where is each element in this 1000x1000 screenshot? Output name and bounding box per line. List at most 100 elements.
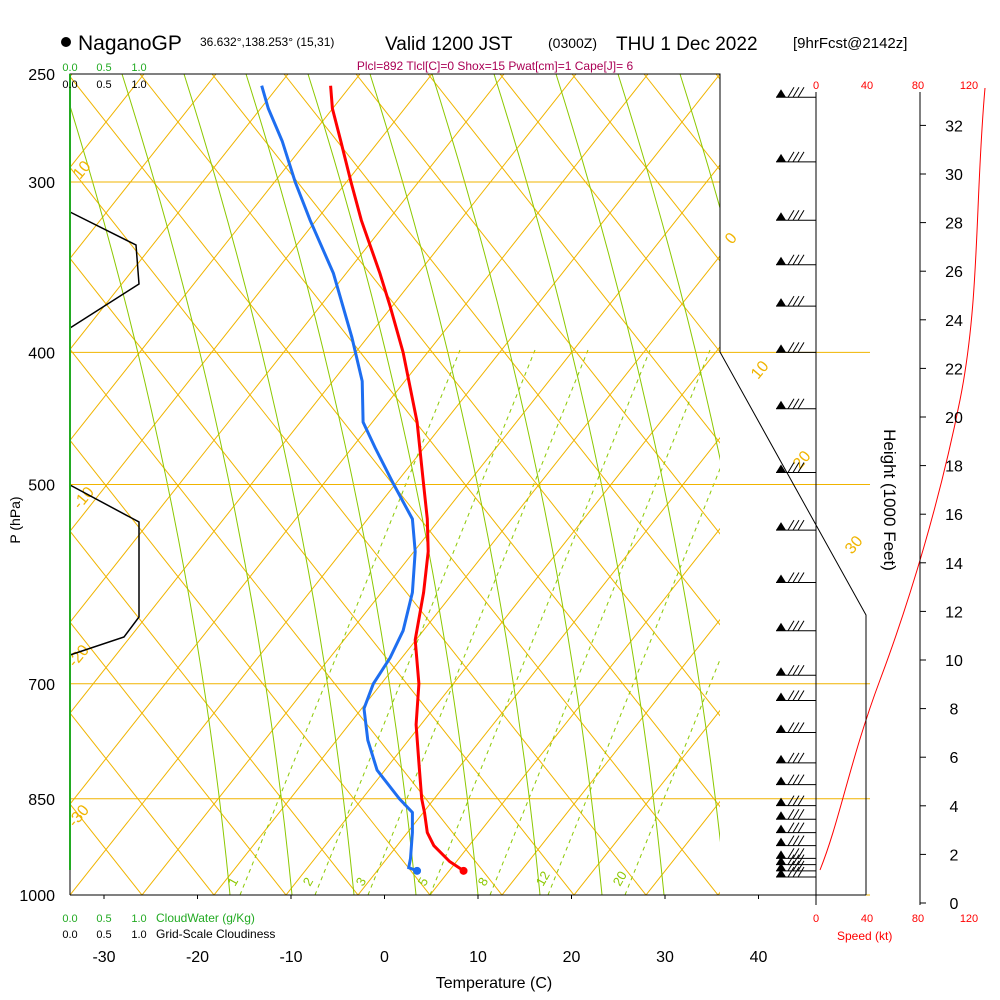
wind-barb-flag: [776, 400, 786, 409]
cloudwater-label: CloudWater (g/Kg): [156, 911, 255, 925]
pressure-tick-1000: 1000: [19, 888, 55, 905]
isotherm-label: 30: [842, 533, 867, 558]
wind-barb-feather: [792, 822, 800, 833]
wind-barb-feather: [792, 860, 800, 872]
wind-barb-flag: [776, 344, 786, 353]
cloudiness-top-tick: 0.5: [96, 79, 111, 91]
utc-time: (0300Z): [548, 35, 597, 51]
wind-barb-feather: [797, 295, 805, 307]
wind-barb-feather: [792, 854, 800, 865]
height-tick-label: 26: [945, 264, 963, 281]
wind-barb-feather: [797, 519, 805, 531]
wind-barb-feather: [787, 690, 795, 701]
wind-barb-feather: [787, 209, 795, 221]
cloudiness-upper: [69, 211, 140, 329]
wind-barb-feather: [787, 151, 795, 163]
speed-top-tick: 80: [912, 80, 924, 92]
dry-adiabat-line: [70, 530, 359, 895]
height-tick-label: 16: [945, 507, 963, 524]
cloudwater-bottom-tick: 0.5: [96, 913, 111, 925]
height-tick-label: 10: [945, 653, 963, 670]
wind-barb: [776, 774, 816, 786]
temp-tick-label: 10: [469, 949, 487, 966]
wind-barb: [776, 398, 816, 410]
height-tick-label: 4: [950, 799, 959, 816]
wind-barb-flag: [776, 256, 786, 265]
wind-barb-flag: [776, 89, 786, 98]
station-name: NaganoGP: [78, 32, 182, 55]
wind-speed-profile: [819, 87, 986, 871]
wind-barb-flag: [776, 856, 786, 865]
mixing-ratio-label: 5: [415, 875, 432, 889]
wind-barb-feather: [787, 664, 795, 676]
wind-barb: [776, 722, 816, 733]
wind-barb-feather: [797, 572, 805, 583]
wind-barb: [776, 848, 816, 859]
wind-barb-feather: [792, 809, 800, 820]
wind-barb-feather: [792, 151, 800, 163]
wind-barb-feather: [792, 848, 800, 859]
isotherm-label: 20: [790, 448, 815, 473]
sounding-profiles: [69, 85, 986, 878]
wind-barb-feather: [792, 254, 800, 266]
wind-barb: [776, 86, 816, 98]
mixing-ratio-label: 12: [533, 868, 553, 888]
wind-barb-flag: [776, 850, 786, 859]
mixing-ratio-label: 2: [300, 875, 317, 889]
wind-barb-feather: [787, 848, 795, 859]
cloudwater-top-tick: 0.0: [62, 62, 77, 74]
wind-barb: [776, 809, 816, 820]
wind-barb-feather: [792, 295, 800, 307]
wind-barb-flag: [776, 811, 786, 820]
mixing-ratio-line: [547, 467, 720, 895]
moist-adiabat-line: [617, 74, 720, 461]
speed-top-tick: 0: [813, 80, 819, 92]
height-axis-label: Height (1000 Feet): [880, 429, 899, 571]
wind-barb-feather: [787, 254, 795, 266]
wind-barb-feather: [787, 398, 795, 410]
cloudiness-top-tick: 0.0: [62, 79, 77, 91]
cloudwater-top-tick: 0.5: [96, 62, 111, 74]
isotherm-line: [934, 74, 1000, 895]
wind-barb-flag: [776, 153, 786, 162]
wind-barb: [776, 822, 816, 834]
wind-barb-feather: [792, 398, 800, 410]
cloudiness-bottom-tick: 0.5: [96, 929, 111, 941]
height-tick-label: 8: [950, 702, 959, 719]
wind-barb: [776, 209, 816, 221]
pressure-tick-700: 700: [28, 677, 55, 694]
mixing-ratio-line: [239, 349, 461, 895]
wind-barb-feather: [797, 254, 805, 266]
wind-barb: [776, 835, 816, 847]
mixing-ratio-line: [489, 349, 711, 895]
wind-barb: [776, 866, 816, 878]
cloudiness-bottom-tick: 0.0: [62, 929, 77, 941]
height-tick-label: 12: [945, 604, 963, 621]
wind-barb-flag: [776, 724, 786, 733]
wind-barb-feather: [792, 722, 800, 733]
dry-adiabat-line: [499, 74, 720, 353]
wind-barb-feather: [797, 620, 805, 631]
wind-barb-feather: [797, 822, 805, 833]
mixing-ratio-line: [367, 349, 589, 895]
speed-axis-label: Speed (kt): [837, 929, 892, 943]
wind-barb-flag: [776, 862, 786, 871]
height-tick-label: 30: [945, 167, 963, 184]
wind-barb-feather: [787, 620, 795, 631]
wind-barb-feather: [792, 795, 800, 806]
speed-bottom-tick: 120: [960, 913, 978, 925]
wind-barb-feather: [787, 722, 795, 733]
temp-tick-label: 40: [750, 949, 768, 966]
wind-barb-feather: [792, 752, 800, 764]
cloudwater-bottom-tick: 0.0: [62, 913, 77, 925]
wind-barb-feather: [797, 848, 805, 859]
wind-barb-feather: [797, 722, 805, 733]
wind-barb-feather: [792, 835, 800, 846]
stability-indices: Plcl=892 Tlcl[C]=0 Shox=15 Pwat[cm]=1 Ca…: [357, 59, 634, 73]
isotherm-line: [70, 74, 217, 260]
cloudwater-bottom-tick: 1.0: [131, 913, 146, 925]
wind-barb-feather: [787, 752, 795, 764]
wind-barb-flag: [776, 797, 786, 806]
speed-bottom-tick: 40: [861, 913, 873, 925]
